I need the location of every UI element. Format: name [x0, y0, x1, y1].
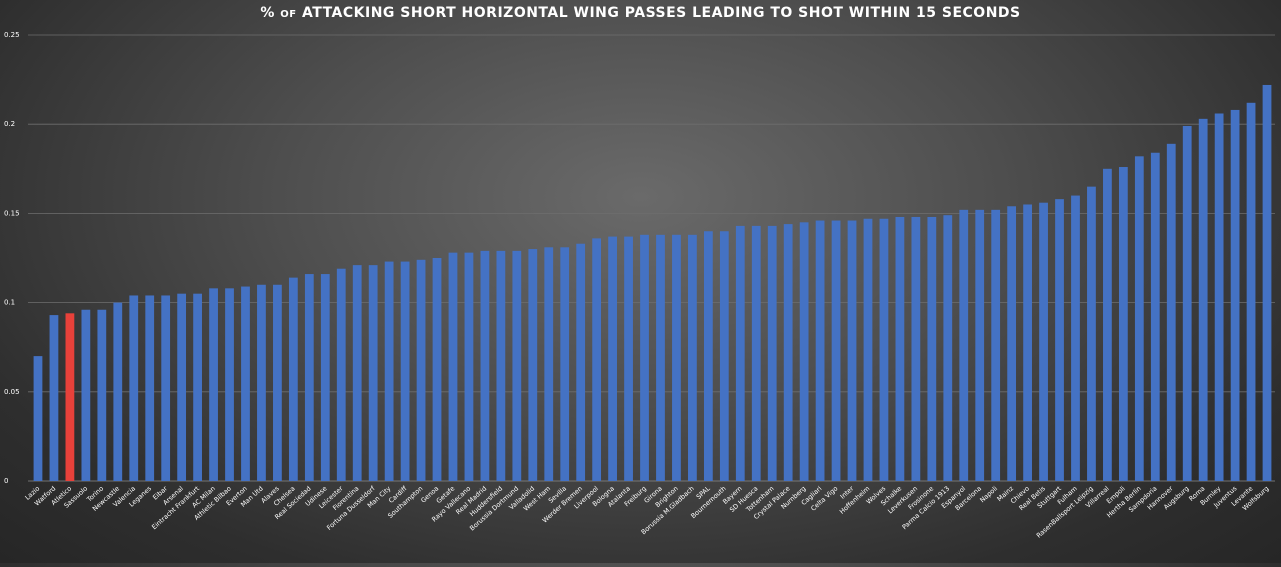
bar	[1039, 202, 1048, 482]
bar	[1087, 186, 1096, 481]
bar	[320, 274, 330, 481]
bar	[528, 249, 538, 481]
bar	[751, 225, 761, 481]
bar	[895, 216, 905, 481]
bar	[831, 220, 841, 481]
bar	[640, 234, 649, 481]
y-tick-label: 0.25	[4, 31, 20, 39]
bar	[959, 209, 969, 481]
bar	[288, 277, 298, 481]
bar	[1214, 113, 1224, 481]
bar	[544, 247, 554, 481]
bar	[1118, 167, 1128, 482]
bar	[672, 234, 681, 481]
bar	[975, 209, 985, 481]
bar	[1262, 84, 1272, 482]
bar	[592, 238, 602, 481]
bar	[1246, 102, 1256, 482]
bar	[1103, 168, 1112, 482]
y-tick-label: 0.2	[4, 120, 15, 128]
y-tick-label: 0.15	[4, 209, 20, 217]
bar	[688, 234, 697, 481]
bar	[384, 261, 394, 481]
bar	[209, 288, 218, 481]
bar	[241, 286, 250, 481]
y-tick-label: 0	[4, 477, 8, 485]
bar	[145, 295, 155, 481]
bar	[304, 274, 314, 481]
bar	[129, 295, 139, 481]
bar	[177, 293, 187, 481]
bar	[352, 265, 362, 481]
bar	[49, 315, 59, 481]
bar	[161, 295, 171, 481]
bar	[608, 236, 617, 481]
bar	[703, 231, 713, 481]
bar	[113, 302, 123, 481]
bar	[767, 225, 777, 481]
bar	[719, 231, 729, 481]
bar	[448, 252, 458, 481]
y-tick-label: 0.05	[4, 388, 20, 396]
bar	[1134, 156, 1144, 481]
bar	[432, 258, 442, 481]
bar	[512, 250, 522, 481]
bar	[1230, 109, 1240, 481]
bar	[927, 216, 937, 481]
bar	[1182, 125, 1192, 481]
bar	[496, 250, 506, 481]
bar	[33, 356, 43, 481]
bar	[847, 220, 857, 481]
bar	[943, 215, 953, 481]
bar	[1150, 152, 1160, 481]
y-tick-label: 0.1	[4, 299, 15, 307]
bar	[656, 234, 665, 481]
bar	[879, 218, 889, 481]
bar	[735, 225, 745, 481]
bar	[815, 220, 825, 481]
bar	[336, 268, 346, 481]
bar	[1023, 204, 1032, 482]
bar	[1007, 206, 1017, 481]
bar	[911, 216, 921, 481]
bar	[65, 313, 75, 481]
bar	[1055, 199, 1064, 482]
bar	[1198, 118, 1208, 482]
bar	[225, 288, 234, 481]
bar	[560, 247, 570, 481]
bar	[400, 261, 410, 481]
bar	[991, 209, 1001, 481]
bar	[464, 252, 474, 481]
bar	[624, 236, 633, 481]
bar	[799, 222, 809, 481]
bar	[81, 309, 91, 481]
bar	[416, 259, 426, 481]
bar	[863, 218, 873, 481]
bar	[193, 293, 202, 481]
bar	[576, 243, 586, 481]
bar	[783, 224, 793, 481]
chart-title: % of ATTACKING SHORT HORIZONTAL WING PAS…	[260, 5, 1021, 21]
bar	[97, 309, 107, 481]
x-tick-label: Napoli	[978, 484, 999, 504]
bar	[480, 250, 490, 481]
bar	[1166, 143, 1176, 481]
bar	[368, 265, 378, 481]
bar	[257, 284, 266, 481]
bar	[1071, 195, 1080, 481]
bar	[273, 284, 282, 481]
